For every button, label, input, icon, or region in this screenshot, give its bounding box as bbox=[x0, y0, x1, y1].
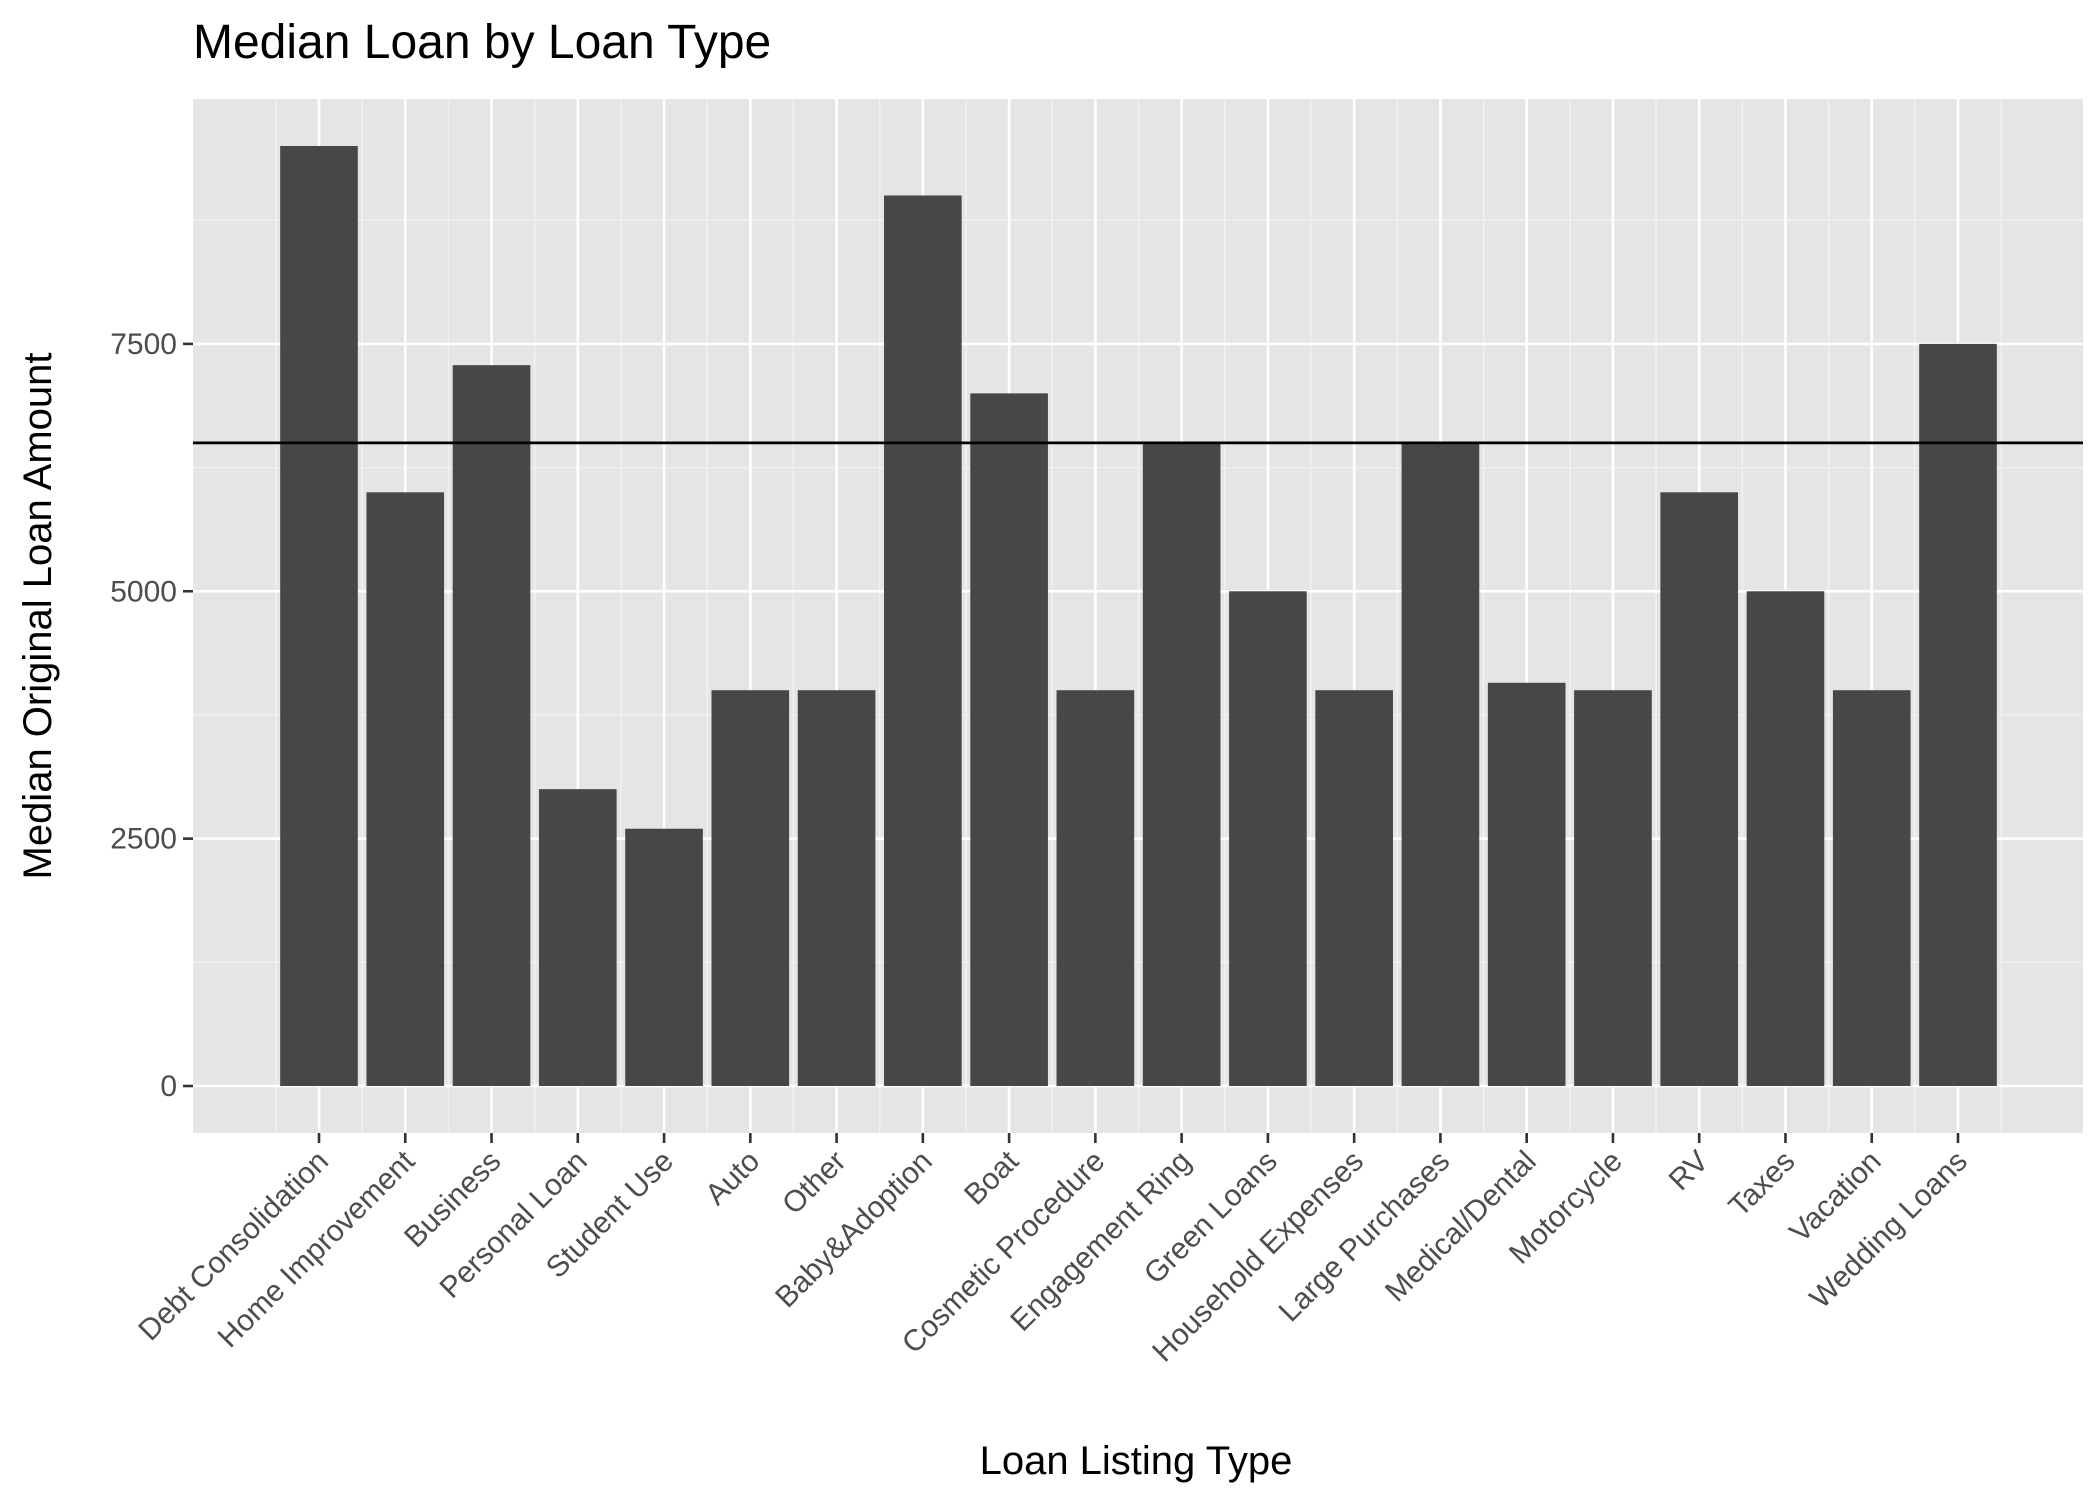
bar bbox=[452, 365, 531, 1086]
bars bbox=[280, 146, 1997, 1086]
bar bbox=[1229, 591, 1307, 1086]
x-tick-label: Personal Loan bbox=[434, 1145, 594, 1305]
bar bbox=[884, 195, 962, 1086]
x-tick-label: Medical/Dental bbox=[1379, 1145, 1543, 1309]
bar bbox=[1056, 690, 1135, 1086]
bar bbox=[538, 789, 617, 1086]
bar bbox=[1746, 591, 1825, 1086]
bar bbox=[1315, 690, 1393, 1086]
bar bbox=[711, 690, 790, 1086]
bar bbox=[1832, 690, 1911, 1086]
chart-title: Median Loan by Loan Type bbox=[193, 16, 771, 69]
bar bbox=[280, 146, 358, 1086]
y-tick-label: 5000 bbox=[110, 575, 177, 608]
y-axis: 0 2500 5000 7500 bbox=[110, 328, 193, 1103]
x-axis-title: Loan Listing Type bbox=[980, 1439, 1293, 1483]
bar bbox=[625, 828, 703, 1086]
bar bbox=[1401, 442, 1480, 1086]
x-tick-label: Boat bbox=[958, 1144, 1025, 1211]
x-tick-label: Baby&Adoption bbox=[769, 1145, 939, 1315]
x-tick-label: Wedding Loans bbox=[1804, 1145, 1974, 1315]
bar bbox=[1142, 442, 1221, 1086]
bar bbox=[1660, 492, 1739, 1086]
bar bbox=[1574, 690, 1652, 1086]
x-tick-label: Auto bbox=[699, 1145, 766, 1212]
y-axis-title: Median Original Loan Amount bbox=[16, 353, 60, 880]
y-tick-label: 7500 bbox=[110, 328, 177, 361]
bar bbox=[970, 393, 1048, 1086]
x-tick-label: Taxes bbox=[1723, 1145, 1802, 1224]
y-tick-label: 0 bbox=[160, 1070, 177, 1103]
x-tick-label: RV bbox=[1663, 1145, 1715, 1197]
x-tick-label: Other bbox=[776, 1145, 852, 1221]
bar bbox=[1487, 682, 1566, 1086]
bar bbox=[1919, 343, 1997, 1086]
bar bbox=[797, 690, 876, 1086]
y-tick-label: 2500 bbox=[110, 823, 177, 856]
bar bbox=[366, 492, 445, 1086]
